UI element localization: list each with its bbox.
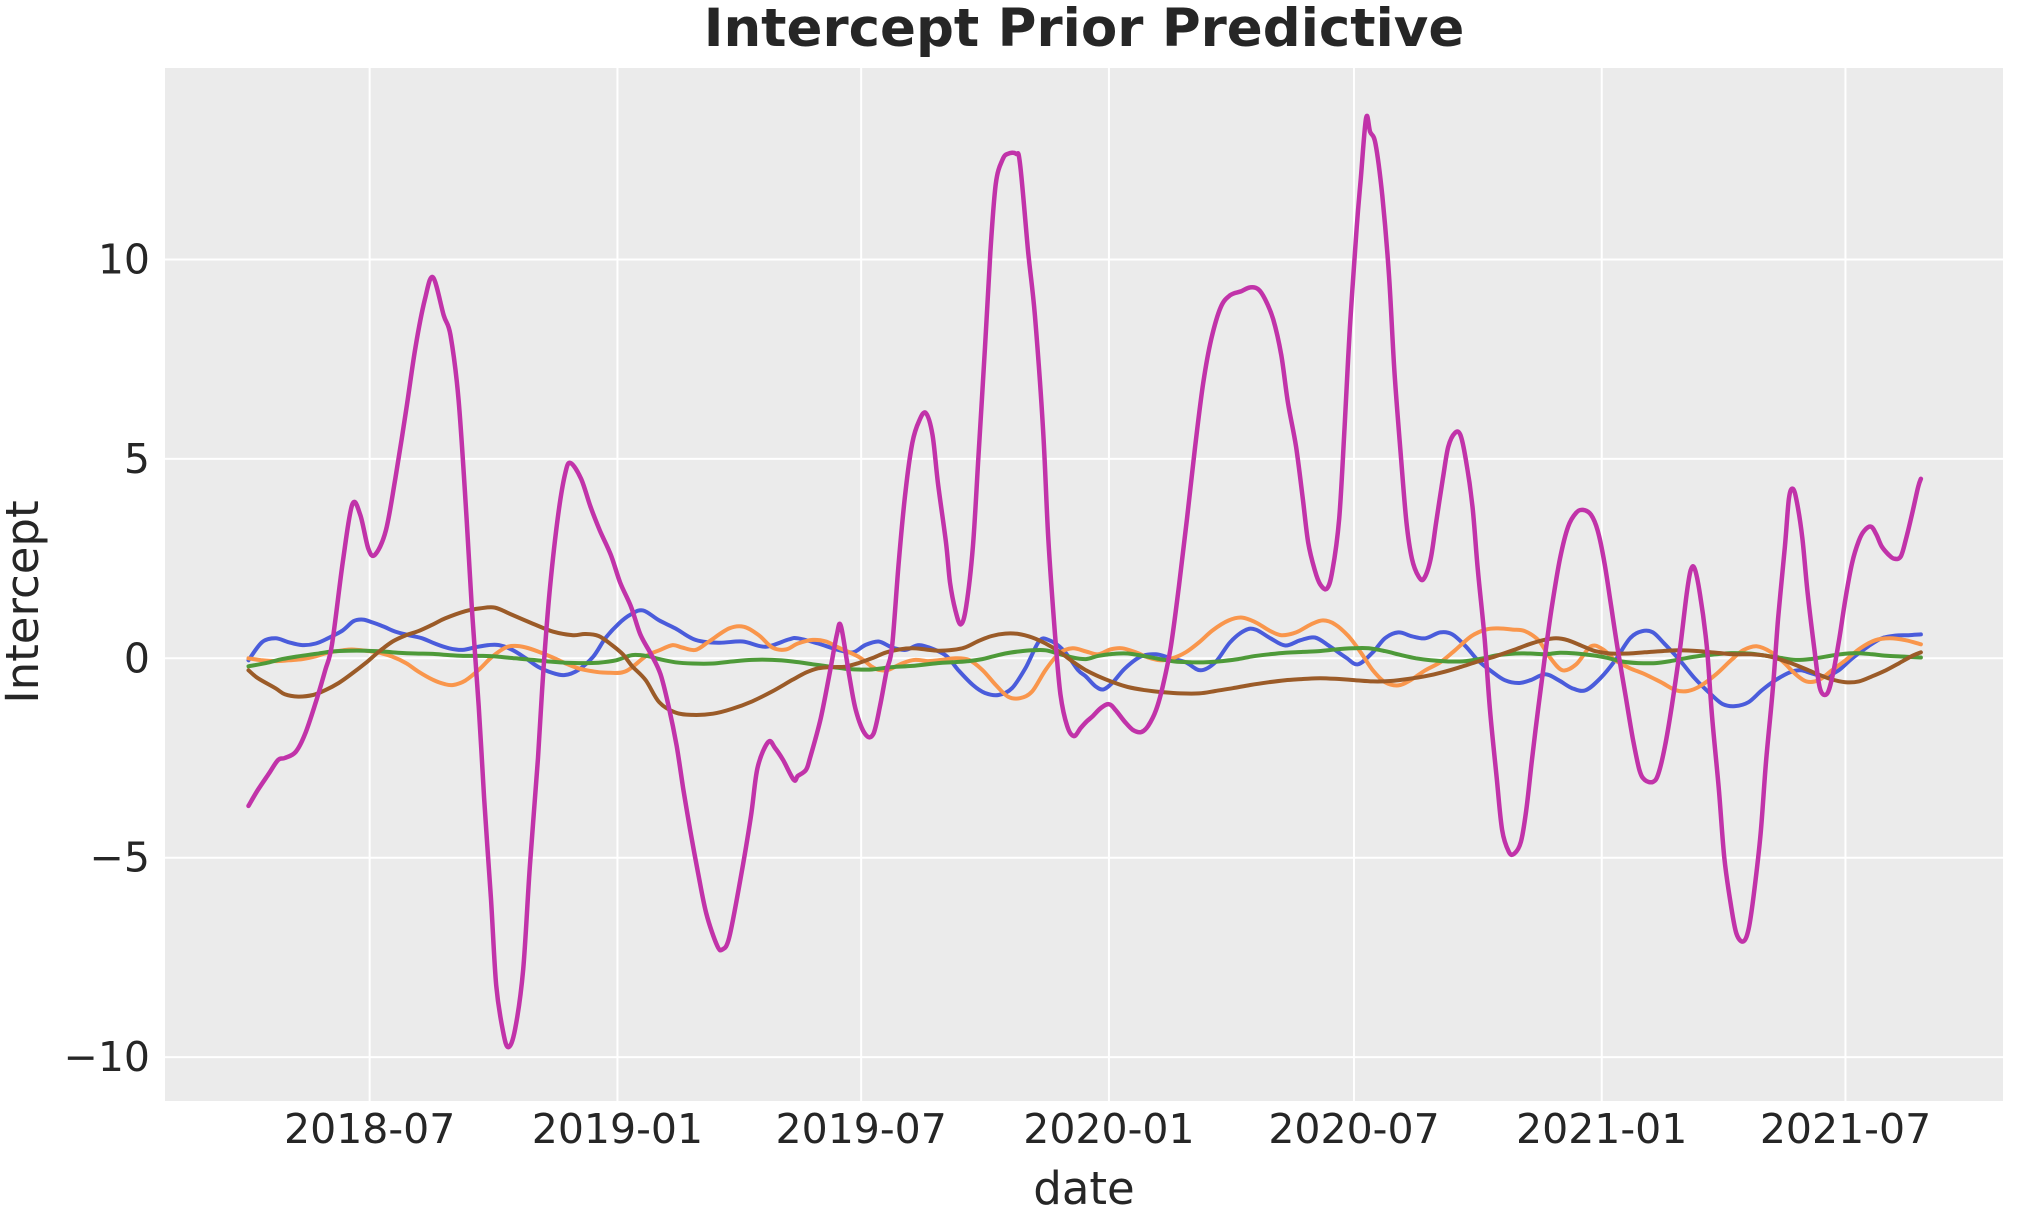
x-tick-label: 2021-01	[1516, 1105, 1687, 1153]
series-lines	[246, 113, 1924, 1050]
x-tick-label: 2020-01	[1023, 1105, 1194, 1153]
x-axis-label: date	[1033, 1162, 1134, 1215]
series-line-sample-3	[246, 646, 1923, 672]
y-tick-label: −10	[63, 1033, 150, 1081]
x-tick-label: 2021-07	[1760, 1105, 1931, 1153]
series-line-sample-1	[246, 608, 1923, 709]
x-tick-label: 2020-07	[1268, 1105, 1439, 1153]
x-tick-label: 2019-07	[776, 1105, 947, 1153]
y-tick-label: 5	[124, 435, 150, 483]
chart-title: Intercept Prior Predictive	[704, 0, 1465, 59]
y-tick-label: 10	[98, 235, 150, 283]
x-tick-label: 2018-07	[284, 1105, 455, 1153]
y-tick-labels: −10 −5 0 5 10	[63, 235, 150, 1081]
plot-area	[165, 68, 2003, 1101]
y-axis-label: Intercept	[0, 500, 49, 703]
y-tick-label: −5	[90, 834, 150, 882]
x-tick-labels: 2018-07 2019-01 2019-07 2020-01 2020-07 2021-…	[284, 1105, 1931, 1153]
series-line-sample-2	[246, 615, 1923, 701]
y-tick-label: 0	[124, 634, 150, 682]
x-tick-label: 2019-01	[532, 1105, 703, 1153]
series-line-sample-4	[246, 605, 1923, 717]
series-line-sample-5	[246, 113, 1924, 1050]
